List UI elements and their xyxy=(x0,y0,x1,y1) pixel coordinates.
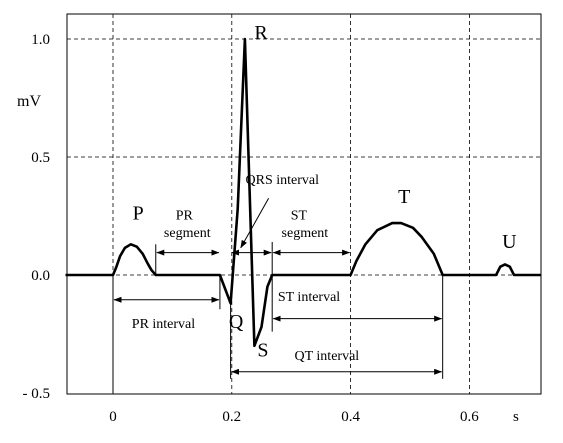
plot-frame xyxy=(66,13,542,395)
annotation-label: PR interval xyxy=(132,317,195,332)
annotation-label: PR xyxy=(176,209,194,224)
reference-lines xyxy=(112,241,444,393)
x-tick-label: 0.6 xyxy=(460,409,479,425)
wave-label-q: Q xyxy=(229,311,244,333)
annotation-label: segment xyxy=(282,226,329,241)
wave-label-s: S xyxy=(257,339,268,361)
y-tick-label: - 0.5 xyxy=(23,386,51,402)
annotation-label: ST xyxy=(291,209,308,224)
y-tick-label: 0.5 xyxy=(31,150,50,166)
x-axis-label: s xyxy=(513,409,519,425)
ecg-trace xyxy=(65,37,541,348)
annotation-label: segment xyxy=(164,226,211,241)
annotation-label: QT interval xyxy=(295,349,360,364)
x-tick-label: 0 xyxy=(109,409,117,425)
tick-labels: 0 0.2 0.4 0.6 1.0 0.5 0.0 - 0.5 xyxy=(23,32,480,425)
y-axis-label: mV xyxy=(17,93,41,110)
wave-label-u: U xyxy=(502,231,517,253)
wave-label-r: R xyxy=(254,22,268,44)
interval-labels: PR segment QRS interval ST segment PR interva… xyxy=(132,173,359,364)
wave-label-t: T xyxy=(398,186,410,208)
wave-label-p: P xyxy=(133,203,144,225)
y-tick-label: 1.0 xyxy=(31,32,50,48)
annotation-label: ST interval xyxy=(278,290,340,305)
y-tick-label: 0.0 xyxy=(31,268,50,284)
x-tick-label: 0.4 xyxy=(341,409,360,425)
x-tick-label: 0.2 xyxy=(222,409,241,425)
ecg-series xyxy=(65,37,541,348)
annotation-label: QRS interval xyxy=(246,173,320,188)
interval-arrows xyxy=(113,198,443,375)
qrs-leader-arrow xyxy=(240,198,270,249)
